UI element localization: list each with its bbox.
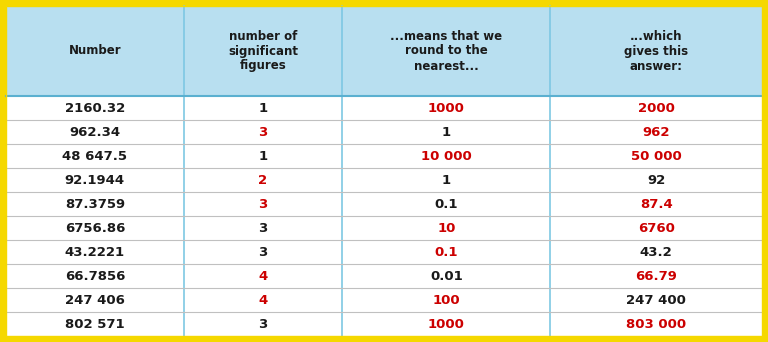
Text: 6756.86: 6756.86 [65,222,125,235]
Text: 0.01: 0.01 [430,269,463,282]
Text: 962: 962 [642,126,670,139]
Text: 3: 3 [258,126,268,139]
Text: 803 000: 803 000 [626,317,687,330]
Text: 48 647.5: 48 647.5 [62,149,127,162]
Text: Number: Number [68,44,121,57]
Text: number of
significant
figures: number of significant figures [228,29,298,73]
Bar [6,96,762,336]
Text: 1: 1 [442,173,451,186]
Text: 4: 4 [258,269,268,282]
Text: 6760: 6760 [637,222,674,235]
Text: 0.1: 0.1 [435,246,458,259]
Text: 3: 3 [258,317,268,330]
Text: 4: 4 [258,293,268,306]
Text: 3: 3 [258,197,268,210]
Text: ...which
gives this
answer:: ...which gives this answer: [624,29,688,73]
Text: 87.3759: 87.3759 [65,197,125,210]
Text: 3: 3 [258,222,268,235]
Text: 802 571: 802 571 [65,317,124,330]
Text: 3: 3 [258,246,268,259]
Text: 0.1: 0.1 [435,197,458,210]
Text: 50 000: 50 000 [631,149,681,162]
Text: 66.79: 66.79 [635,269,677,282]
Text: 1000: 1000 [428,102,465,115]
Text: 43.2221: 43.2221 [65,246,125,259]
Text: 247 406: 247 406 [65,293,124,306]
Text: 43.2: 43.2 [640,246,673,259]
Text: 962.34: 962.34 [69,126,121,139]
Text: 2000: 2000 [637,102,674,115]
Text: 66.7856: 66.7856 [65,269,125,282]
Bar [6,6,762,96]
Text: 1000: 1000 [428,317,465,330]
Text: 10 000: 10 000 [421,149,472,162]
Text: 92.1944: 92.1944 [65,173,125,186]
Text: 2: 2 [259,173,267,186]
Text: 92: 92 [647,173,665,186]
Text: 100: 100 [432,293,460,306]
Text: 247 400: 247 400 [626,293,686,306]
Text: 2160.32: 2160.32 [65,102,125,115]
Text: 1: 1 [259,102,267,115]
Text: 1: 1 [259,149,267,162]
Text: 87.4: 87.4 [640,197,673,210]
Text: 10: 10 [437,222,455,235]
Text: ...means that we
round to the
nearest...: ...means that we round to the nearest... [390,29,502,73]
Text: 1: 1 [442,126,451,139]
